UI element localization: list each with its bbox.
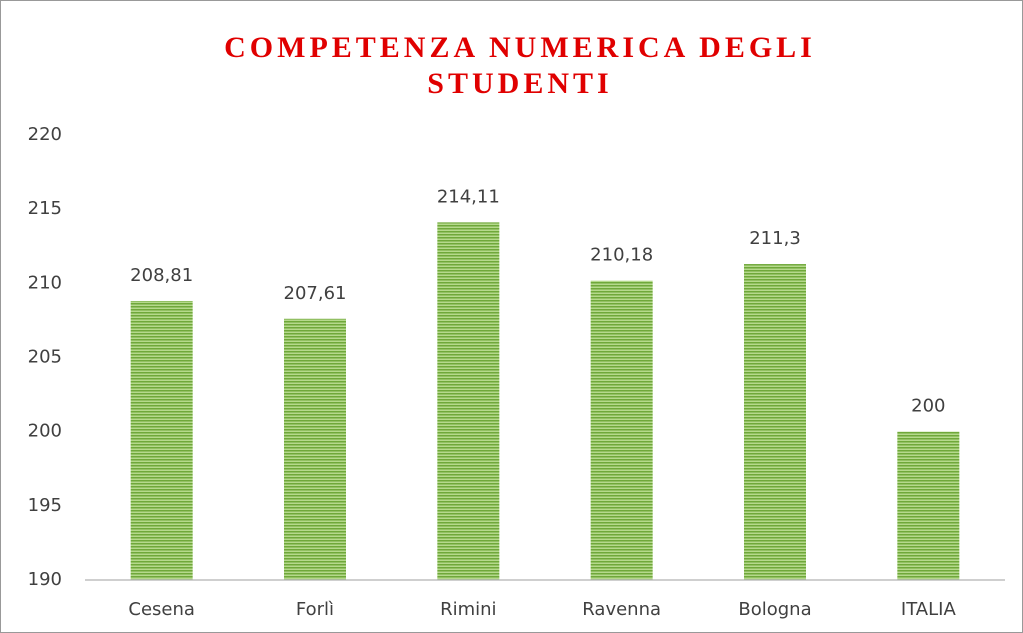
chart-title: COMPETENZA NUMERICA DEGLI STUDENTI bbox=[224, 31, 816, 100]
data-label: 208,81 bbox=[130, 265, 193, 286]
x-tick-label: Forlì bbox=[296, 599, 334, 620]
y-tick-label: 215 bbox=[28, 198, 62, 219]
x-tick-label: Bologna bbox=[738, 599, 811, 620]
y-tick-label: 200 bbox=[28, 421, 62, 442]
x-tick-label: Ravenna bbox=[582, 599, 661, 620]
y-tick-label: 210 bbox=[28, 272, 62, 293]
bar bbox=[590, 280, 653, 580]
data-label: 211,3 bbox=[749, 228, 801, 249]
x-tick-label: Rimini bbox=[440, 599, 496, 620]
bar bbox=[130, 300, 193, 580]
data-label: 214,11 bbox=[437, 186, 500, 207]
x-tick-label: ITALIA bbox=[901, 599, 957, 620]
x-tick-label: Cesena bbox=[128, 599, 195, 620]
bar bbox=[897, 431, 960, 580]
data-label: 207,61 bbox=[284, 283, 347, 304]
data-label: 200 bbox=[911, 396, 945, 417]
bar bbox=[744, 264, 806, 580]
y-tick-label: 205 bbox=[28, 347, 62, 368]
y-tick-label: 195 bbox=[28, 495, 62, 516]
bar bbox=[437, 222, 500, 580]
y-tick-label: 220 bbox=[28, 124, 62, 145]
y-tick-label: 190 bbox=[28, 569, 62, 590]
bar bbox=[284, 318, 346, 580]
data-label: 210,18 bbox=[590, 245, 653, 266]
